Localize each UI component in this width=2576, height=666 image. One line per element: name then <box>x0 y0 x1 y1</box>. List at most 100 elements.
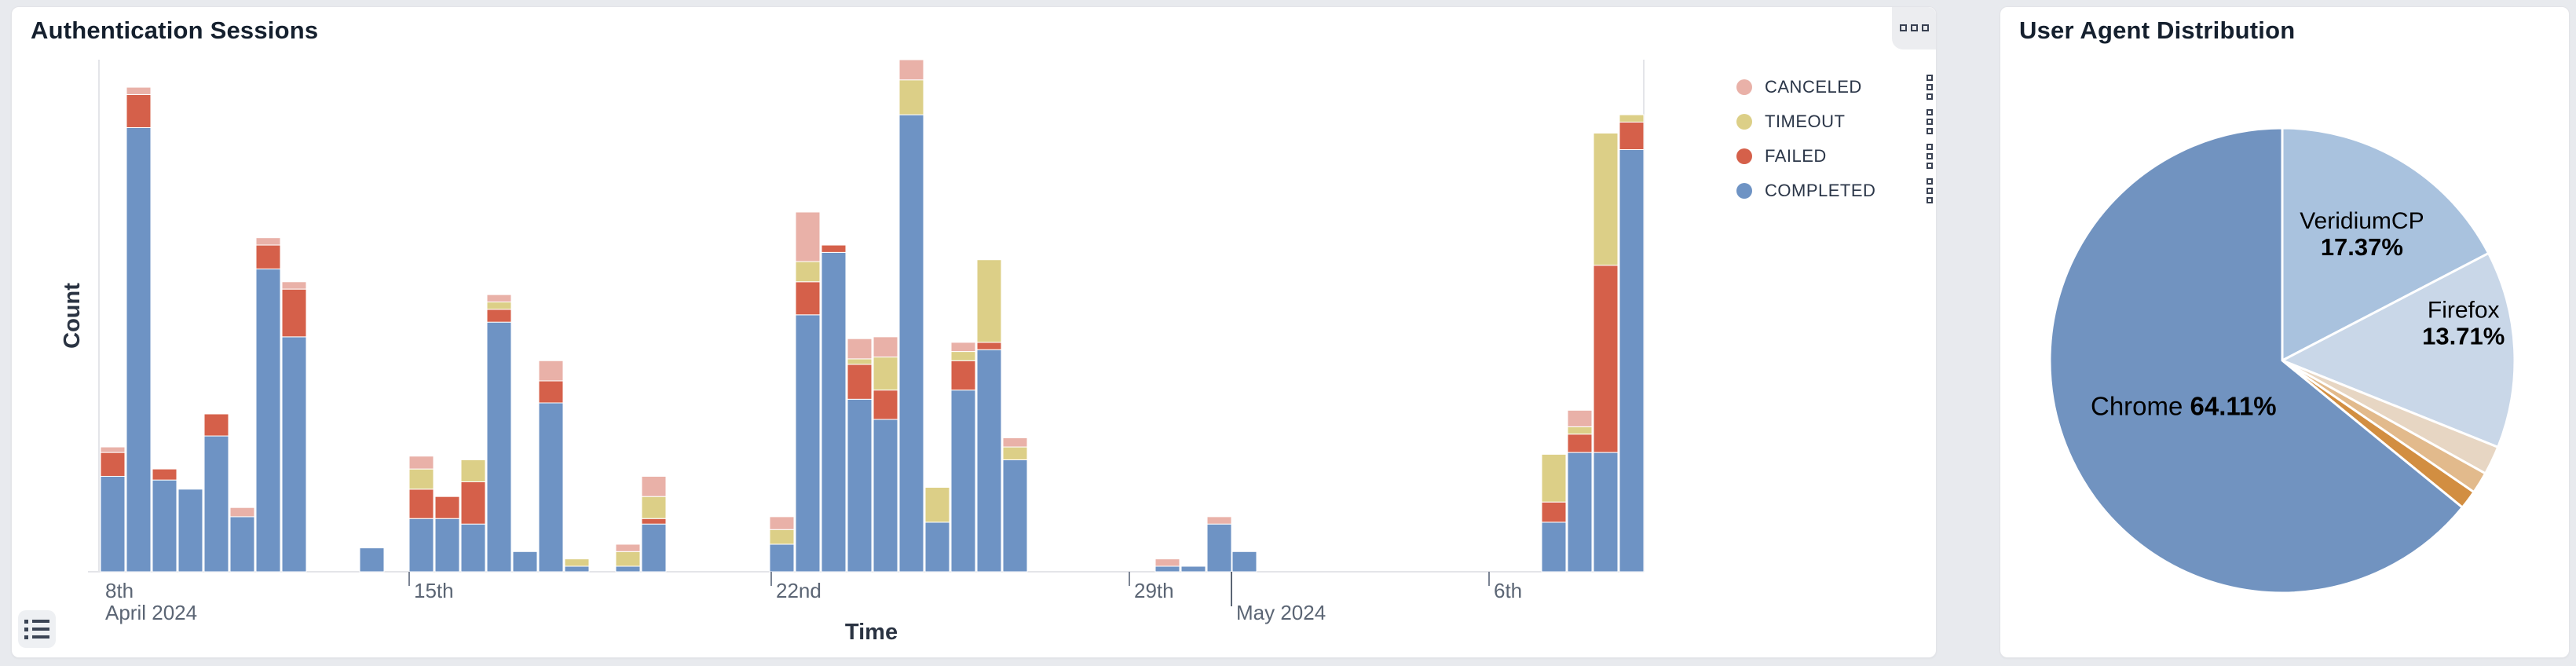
bar-segment-timeout[interactable] <box>769 529 795 545</box>
bar-segment-completed[interactable] <box>1180 565 1206 573</box>
bar-segment-canceled[interactable] <box>1002 437 1028 448</box>
bar-segment-completed[interactable] <box>1002 459 1028 573</box>
bar-segment-failed[interactable] <box>460 481 486 525</box>
bar-segment-canceled[interactable] <box>898 59 924 81</box>
bar-segment-failed[interactable] <box>538 380 564 404</box>
bar-segment-completed[interactable] <box>873 419 898 573</box>
bar-segment-canceled[interactable] <box>641 475 667 497</box>
bar-segment-completed[interactable] <box>1593 452 1619 573</box>
bar-segment-completed[interactable] <box>229 516 255 573</box>
legend-drag-handle-icon[interactable] <box>1925 175 1934 207</box>
bar-segment-completed[interactable] <box>769 543 795 573</box>
bar-segment-timeout[interactable] <box>1002 446 1028 460</box>
bar-segment-failed[interactable] <box>486 309 512 323</box>
bar-segment-completed[interactable] <box>976 349 1002 573</box>
bar-segment-canceled[interactable] <box>538 360 564 382</box>
bar-segment-completed[interactable] <box>615 565 641 573</box>
bar-segment-canceled[interactable] <box>486 294 512 302</box>
bar-segment-completed[interactable] <box>177 489 203 573</box>
legend-item-timeout[interactable]: TIMEOUT <box>1736 104 1934 139</box>
bar-segment-completed[interactable] <box>255 268 281 573</box>
bar-segment-completed[interactable] <box>538 402 564 573</box>
bar-segment-canceled[interactable] <box>1206 516 1232 525</box>
bar-segment-timeout[interactable] <box>898 79 924 115</box>
bar-segment-timeout[interactable] <box>1541 453 1567 503</box>
bar-segment-canceled[interactable] <box>950 342 976 353</box>
pie-slice-chrome[interactable] <box>2048 126 2464 595</box>
bar-segment-completed[interactable] <box>152 479 177 573</box>
panel-menu-button[interactable] <box>1892 7 1936 49</box>
bar-segment-failed[interactable] <box>795 281 821 316</box>
bar-segment-completed[interactable] <box>898 114 924 573</box>
bar-segment-timeout[interactable] <box>564 558 590 567</box>
bar-segment-canceled[interactable] <box>795 211 821 262</box>
bar-segment-failed[interactable] <box>100 452 126 477</box>
bar-segment-completed[interactable] <box>281 336 307 573</box>
bar-segment-timeout[interactable] <box>1619 114 1645 123</box>
bar-segment-completed[interactable] <box>564 565 590 573</box>
bar-segment-failed[interactable] <box>1593 265 1619 453</box>
bar-segment-completed[interactable] <box>1206 523 1232 573</box>
bar-segment-completed[interactable] <box>847 398 873 573</box>
bar-segment-canceled[interactable] <box>1567 409 1593 427</box>
bar-segment-completed[interactable] <box>100 475 126 573</box>
bar-segment-timeout[interactable] <box>408 468 434 490</box>
bar-segment-timeout[interactable] <box>950 351 976 361</box>
pie-slice-firefox[interactable] <box>2281 251 2516 448</box>
bar-segment-completed[interactable] <box>1567 452 1593 573</box>
bar-segment-completed[interactable] <box>408 518 434 573</box>
bar-segment-canceled[interactable] <box>408 456 434 470</box>
bar-segment-timeout[interactable] <box>847 358 873 365</box>
bar-segment-canceled[interactable] <box>281 281 307 290</box>
legend-drag-handle-icon[interactable] <box>1925 71 1934 103</box>
toggle-list-view-button[interactable] <box>18 610 56 648</box>
bar-segment-completed[interactable] <box>434 518 460 573</box>
bar-segment-canceled[interactable] <box>873 336 898 358</box>
bar-segment-failed[interactable] <box>408 489 434 519</box>
bar-segment-canceled[interactable] <box>847 338 873 360</box>
bar-segment-timeout[interactable] <box>641 496 667 519</box>
bar-segment-failed[interactable] <box>976 342 1002 350</box>
bar-segment-canceled[interactable] <box>229 507 255 518</box>
bar-segment-completed[interactable] <box>359 547 385 573</box>
bar-segment-timeout[interactable] <box>976 259 1002 343</box>
bar-segment-timeout[interactable] <box>486 301 512 310</box>
bar-segment-timeout[interactable] <box>460 459 486 482</box>
bar-segment-failed[interactable] <box>203 413 229 437</box>
bar-segment-canceled[interactable] <box>769 516 795 530</box>
bar-segment-completed[interactable] <box>512 551 538 573</box>
legend-item-completed[interactable]: COMPLETED <box>1736 174 1934 208</box>
legend-drag-handle-icon[interactable] <box>1925 141 1934 172</box>
bar-segment-canceled[interactable] <box>615 543 641 552</box>
bar-segment-failed[interactable] <box>434 496 460 519</box>
bar-segment-completed[interactable] <box>1541 521 1567 573</box>
bar-segment-completed[interactable] <box>821 251 847 573</box>
bar-segment-failed[interactable] <box>847 364 873 400</box>
bar-segment-failed[interactable] <box>1619 121 1645 151</box>
bar-segment-timeout[interactable] <box>924 487 950 523</box>
bar-segment-failed[interactable] <box>255 244 281 269</box>
bar-segment-canceled[interactable] <box>100 446 126 453</box>
bar-segment-canceled[interactable] <box>126 86 152 95</box>
pie-slice-veridiumcp[interactable] <box>2281 126 2490 362</box>
bar-segment-completed[interactable] <box>460 523 486 573</box>
bar-segment-failed[interactable] <box>641 518 667 525</box>
legend-item-failed[interactable]: FAILED <box>1736 139 1934 174</box>
bar-segment-failed[interactable] <box>950 360 976 391</box>
bar-segment-failed[interactable] <box>281 288 307 338</box>
bar-segment-completed[interactable] <box>641 523 667 573</box>
legend-item-canceled[interactable]: CANCELED <box>1736 70 1934 104</box>
bar-segment-completed[interactable] <box>950 390 976 573</box>
bar-segment-canceled[interactable] <box>1154 558 1180 567</box>
bar-segment-failed[interactable] <box>1567 434 1593 453</box>
legend-drag-handle-icon[interactable] <box>1925 106 1934 137</box>
bar-segment-timeout[interactable] <box>1567 426 1593 435</box>
bar-segment-completed[interactable] <box>126 126 152 573</box>
bar-segment-timeout[interactable] <box>873 357 898 391</box>
bar-segment-completed[interactable] <box>924 521 950 573</box>
bar-segment-completed[interactable] <box>486 321 512 573</box>
bar-segment-completed[interactable] <box>1231 551 1257 573</box>
bar-segment-completed[interactable] <box>795 314 821 573</box>
bar-segment-timeout[interactable] <box>795 261 821 283</box>
bar-segment-canceled[interactable] <box>255 237 281 246</box>
